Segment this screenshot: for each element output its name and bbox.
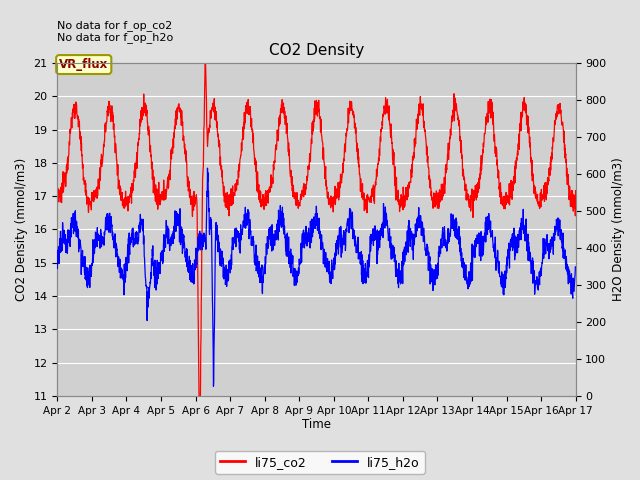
- Y-axis label: CO2 Density (mmol/m3): CO2 Density (mmol/m3): [15, 158, 28, 301]
- Legend: li75_co2, li75_h2o: li75_co2, li75_h2o: [215, 451, 425, 474]
- Title: CO2 Density: CO2 Density: [269, 43, 364, 58]
- Text: No data for f_op_co2
No data for f_op_h2o: No data for f_op_co2 No data for f_op_h2…: [58, 20, 173, 43]
- Text: VR_flux: VR_flux: [59, 58, 108, 71]
- Y-axis label: H2O Density (mmol/m3): H2O Density (mmol/m3): [612, 157, 625, 301]
- X-axis label: Time: Time: [302, 419, 331, 432]
